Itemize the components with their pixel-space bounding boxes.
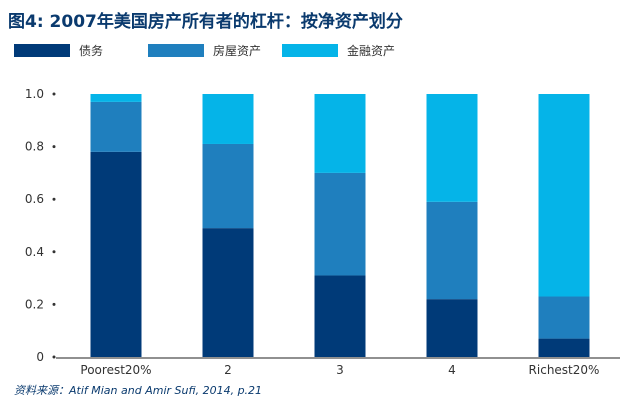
bar-segment	[90, 101, 142, 152]
bar-segment	[314, 172, 366, 276]
y-tick-label: 0.2	[25, 297, 44, 311]
y-tick-label: 0.6	[25, 192, 44, 206]
legend-swatch	[282, 44, 338, 57]
bar-segment	[426, 94, 478, 202]
bar-segment	[90, 94, 142, 102]
x-tick-label: Poorest20%	[80, 363, 151, 377]
y-axis: 0 0.2 0.4 0.6 0.8 1.0	[25, 87, 56, 364]
x-axis: Poorest20% 2 3 4 Richest20%	[56, 357, 620, 377]
x-tick-label: 3	[336, 363, 344, 377]
bar-segment	[426, 299, 478, 357]
y-tick-label: 0.8	[25, 140, 44, 154]
x-tick-label: Richest20%	[529, 363, 600, 377]
y-tick-mark	[52, 355, 56, 359]
bar-segment	[202, 94, 254, 144]
x-tick-label: 2	[224, 363, 232, 377]
y-tick-mark	[52, 250, 56, 254]
bars	[90, 94, 590, 357]
legend: 债务 房屋资产 金融资产	[14, 43, 395, 58]
x-tick-label: 4	[448, 363, 456, 377]
bar-segment	[202, 143, 254, 229]
bar-segment	[90, 151, 142, 357]
y-tick-mark	[52, 302, 56, 306]
source-note: 资料来源：Atif Mian and Amir Sufi, 2014, p.21	[14, 384, 262, 397]
legend-label: 债务	[79, 43, 103, 58]
y-tick-label: 1.0	[25, 87, 44, 101]
y-tick-label: 0	[36, 350, 44, 364]
y-tick-mark	[52, 197, 56, 201]
y-tick-mark	[52, 92, 56, 96]
legend-swatch	[148, 44, 204, 57]
y-tick-label: 0.4	[25, 245, 44, 259]
bar-segment	[426, 201, 478, 300]
bar-segment	[538, 94, 590, 297]
legend-label: 房屋资产	[213, 43, 261, 58]
chart-title: 图4: 2007年美国房产所有者的杠杆：按净资产划分	[8, 11, 403, 32]
bar-segment	[538, 338, 590, 357]
legend-label: 金融资产	[347, 43, 395, 58]
bar-segment	[538, 296, 590, 339]
bar-segment	[202, 228, 254, 357]
legend-swatch	[14, 44, 70, 57]
bar-segment	[314, 275, 366, 357]
y-tick-mark	[52, 145, 56, 149]
bar-segment	[314, 94, 366, 173]
